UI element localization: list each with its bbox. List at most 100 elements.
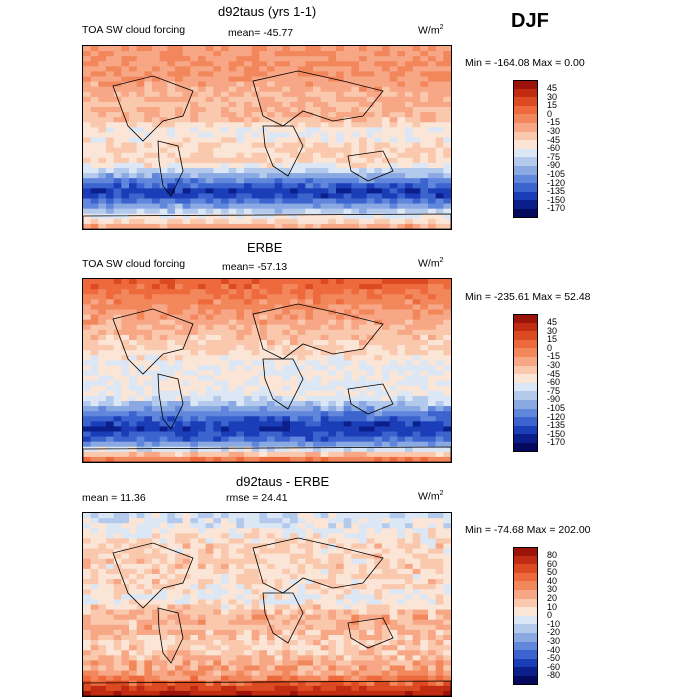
heatmap-cell — [159, 660, 168, 667]
heatmap-cell — [405, 96, 414, 103]
heatmap-cell — [336, 446, 345, 453]
heatmap-cell — [129, 548, 138, 555]
heatmap-cell — [366, 441, 375, 448]
heatmap-cell — [198, 289, 207, 295]
heatmap-cell — [251, 168, 260, 174]
heatmap-cell — [351, 66, 360, 73]
heatmap-cell — [366, 178, 375, 184]
heatmap-cell — [297, 132, 306, 139]
heatmap-cell — [213, 355, 222, 361]
heatmap-cell — [106, 355, 115, 361]
heatmap-cell — [221, 86, 230, 93]
heatmap-cell — [320, 193, 329, 200]
heatmap-cell — [152, 584, 161, 590]
heatmap-cell — [366, 446, 375, 453]
heatmap-cell — [182, 548, 191, 555]
heatmap-cell — [443, 284, 451, 290]
heatmap-cell — [244, 279, 253, 285]
heatmap-cell — [389, 589, 398, 595]
heatmap-cell — [106, 609, 115, 616]
heatmap-cell — [382, 86, 391, 93]
heatmap-cell — [297, 91, 306, 98]
heatmap-cell — [267, 279, 276, 285]
heatmap-cell — [351, 51, 360, 57]
heatmap-cell — [251, 390, 260, 397]
heatmap-cell — [305, 518, 314, 524]
heatmap-cell — [382, 589, 391, 595]
heatmap-cell — [290, 96, 299, 103]
heatmap-cell — [228, 319, 237, 326]
heatmap-cell — [443, 406, 451, 412]
heatmap-cell — [290, 609, 299, 616]
heatmap-cell — [129, 178, 138, 184]
heatmap-cell — [198, 168, 207, 174]
heatmap-cell — [359, 173, 368, 179]
heatmap-cell — [175, 660, 184, 667]
heatmap-cell — [382, 147, 391, 154]
heatmap-cell — [328, 309, 337, 316]
heatmap-cell — [328, 650, 337, 656]
heatmap-cell — [351, 579, 360, 585]
heatmap-cell — [282, 563, 291, 570]
heatmap-cell — [389, 208, 398, 215]
heatmap-cell — [244, 518, 253, 524]
heatmap-cell — [167, 213, 176, 220]
heatmap-cell — [428, 81, 437, 88]
heatmap-cell — [244, 574, 253, 580]
heatmap-cell — [83, 46, 92, 52]
heatmap-cell — [251, 640, 260, 646]
heatmap-cell — [397, 609, 406, 616]
heatmap-cell — [359, 533, 368, 540]
heatmap-cell — [221, 51, 230, 57]
heatmap-cell — [305, 584, 314, 590]
heatmap-cell — [412, 395, 421, 402]
heatmap-cell — [320, 451, 329, 458]
heatmap-cell — [389, 81, 398, 88]
heatmap-cell — [236, 340, 245, 346]
heatmap-cell — [336, 147, 345, 154]
heatmap-cell — [159, 314, 168, 321]
heatmap-cell — [382, 223, 391, 229]
heatmap-cell — [251, 411, 260, 417]
heatmap-cell — [251, 645, 260, 651]
heatmap-cell — [198, 594, 207, 601]
heatmap-cell — [221, 56, 230, 62]
heatmap-cell — [389, 334, 398, 341]
heatmap-cell — [244, 334, 253, 341]
colorbar-swatch — [513, 322, 538, 332]
heatmap-cell — [98, 518, 107, 524]
heatmap-cell — [129, 157, 138, 164]
heatmap-cell — [236, 147, 245, 154]
heatmap-cell — [351, 401, 360, 407]
heatmap-cell — [228, 528, 237, 534]
heatmap-cell — [435, 380, 444, 387]
heatmap-cell — [98, 329, 107, 336]
heatmap-cell — [106, 208, 115, 215]
heatmap-cell — [374, 127, 383, 134]
heatmap-cell — [374, 635, 383, 641]
heatmap-cell — [129, 574, 138, 580]
heatmap-cell — [397, 91, 406, 98]
heatmap-cell — [106, 538, 115, 545]
heatmap-cell — [251, 574, 260, 580]
heatmap-cell — [374, 385, 383, 392]
heatmap-cell — [190, 168, 199, 174]
heatmap-cell — [98, 599, 107, 606]
heatmap-cell — [290, 299, 299, 306]
heatmap-cell — [389, 56, 398, 62]
heatmap-cell — [144, 401, 153, 407]
heatmap-cell — [83, 188, 92, 195]
heatmap-cell — [382, 640, 391, 646]
heatmap-cell — [374, 223, 383, 229]
heatmap-cell — [313, 619, 322, 626]
heatmap-cell — [397, 51, 406, 57]
heatmap-cell — [98, 589, 107, 595]
heatmap-cell — [182, 46, 191, 52]
heatmap-cell — [313, 395, 322, 402]
heatmap-cell — [366, 183, 375, 189]
heatmap-cell — [366, 640, 375, 646]
heatmap-cell — [320, 609, 329, 616]
heatmap-cell — [267, 441, 276, 448]
heatmap-cell — [159, 370, 168, 377]
heatmap-cell — [351, 390, 360, 397]
